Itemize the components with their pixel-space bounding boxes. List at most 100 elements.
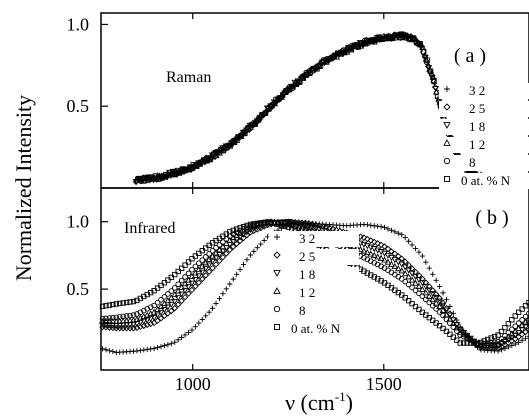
data-point (262, 238, 267, 243)
data-point (210, 306, 215, 311)
data-point (207, 269, 212, 274)
legend-bg (439, 155, 529, 171)
data-point (409, 242, 414, 247)
data-point (440, 290, 445, 295)
legend-label: 2 5 (469, 101, 485, 116)
legend-label: 1 2 (469, 137, 485, 152)
data-point (389, 270, 394, 275)
data-point (372, 223, 377, 228)
legend-label: 8 (469, 155, 476, 170)
data-point (148, 346, 153, 351)
data-point (189, 287, 194, 292)
legend-label: 1 8 (299, 267, 315, 282)
legend-label: 3 2 (469, 83, 485, 98)
data-point (406, 239, 411, 244)
data-point (430, 272, 435, 277)
data-point (403, 265, 408, 270)
data-point (248, 252, 253, 257)
data-point (193, 324, 198, 329)
data-point (396, 274, 401, 279)
x-axis-label: ν (cm-1) (285, 389, 353, 415)
data-point (437, 284, 442, 289)
data-point (386, 268, 391, 273)
x-tick-label: 1500 (366, 374, 402, 394)
data-point (224, 286, 229, 291)
data-point (196, 320, 201, 325)
data-point (238, 267, 243, 272)
data-point (179, 335, 184, 340)
data-point (379, 224, 384, 229)
data-point (103, 347, 108, 352)
data-point (203, 273, 208, 278)
legend-label: 8 (299, 303, 306, 318)
data-point (368, 223, 373, 228)
data-point (162, 343, 167, 348)
data-point (365, 222, 370, 227)
data-point (210, 265, 215, 270)
legend-label: 1 8 (469, 119, 485, 134)
x-tick-label: 1000 (175, 374, 211, 394)
data-point (255, 245, 260, 250)
data-point (409, 277, 414, 282)
data-point (152, 346, 157, 351)
data-point (416, 284, 421, 289)
data-point (155, 345, 160, 350)
data-point (427, 266, 432, 271)
data-point (186, 330, 191, 335)
data-point (217, 258, 222, 263)
y-tick-label: 1.0 (67, 14, 90, 34)
legend-label: 0 at. % N (291, 321, 341, 336)
data-point (203, 313, 208, 318)
data-point (141, 347, 146, 352)
data-point (200, 317, 205, 322)
legend-bg (269, 303, 359, 319)
data-point (251, 249, 256, 254)
data-point (220, 255, 225, 260)
data-point (423, 260, 428, 265)
data-point (406, 268, 411, 273)
data-point (420, 287, 425, 292)
data-point (227, 281, 232, 286)
data-point (413, 281, 418, 286)
data-point (420, 253, 425, 258)
panel-b-label: ( b ) (475, 207, 508, 229)
data-point (176, 337, 181, 342)
data-point (213, 301, 218, 306)
data-point (207, 310, 212, 315)
data-point (217, 296, 222, 301)
legend-label: 1 2 (299, 285, 315, 300)
data-point (158, 344, 163, 349)
panel-b-legend: 3 2 2 5 1 8 1 2 8 0 at. % N (269, 231, 359, 337)
panel-a-label: ( a ) (454, 45, 486, 67)
data-point (186, 291, 191, 296)
y-tick-label: 0.5 (67, 96, 90, 116)
data-point (244, 257, 249, 262)
x-axis-label-sup: -1 (335, 389, 346, 404)
x-axis-label-main: ν (cm (285, 390, 335, 415)
data-point (416, 250, 421, 255)
data-point (403, 235, 408, 240)
data-point (138, 348, 143, 353)
data-point (413, 246, 418, 251)
data-point (434, 278, 439, 283)
legend-label: 3 2 (299, 231, 315, 246)
data-point (258, 241, 263, 246)
x-axis-label-end: ) (346, 390, 353, 415)
data-point (375, 224, 380, 229)
data-point (234, 272, 239, 277)
data-point (193, 284, 198, 289)
data-point (231, 277, 236, 282)
data-point (393, 272, 398, 277)
data-point (220, 291, 225, 296)
data-point (182, 332, 187, 337)
data-point (145, 347, 150, 352)
infrared-label: Infrared (124, 220, 176, 237)
data-point (196, 280, 201, 285)
data-point (134, 348, 139, 353)
data-point (110, 349, 115, 354)
data-point (176, 302, 181, 307)
data-point (406, 274, 411, 279)
data-point (454, 329, 459, 334)
legend-label: 2 5 (299, 249, 315, 264)
data-point (213, 262, 218, 267)
